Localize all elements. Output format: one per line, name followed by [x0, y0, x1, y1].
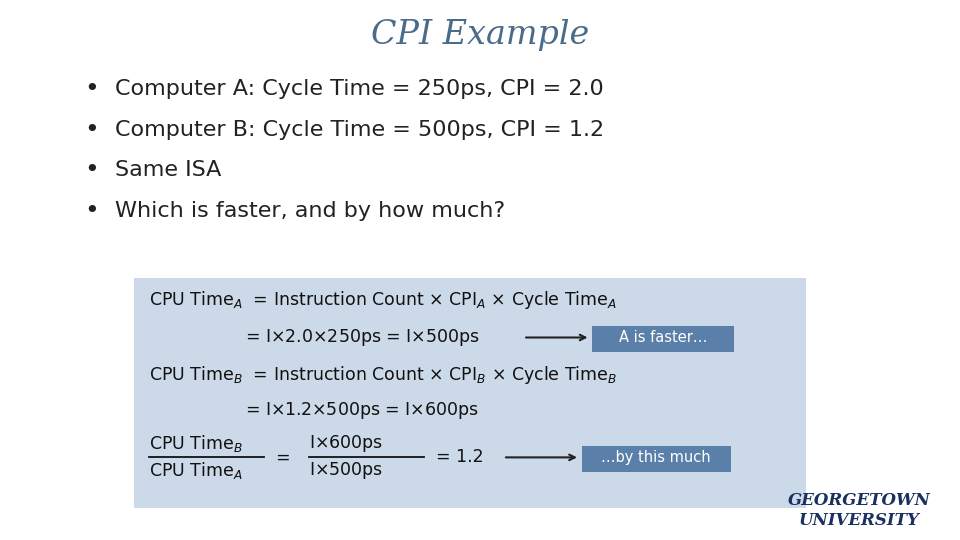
Text: I$\times$600ps: I$\times$600ps — [309, 434, 383, 454]
Text: •: • — [84, 158, 99, 182]
Text: CPI Example: CPI Example — [371, 19, 589, 51]
Text: CPU Time$_B$  = Instruction Count $\times$ CPI$_B$ $\times$ Cycle Time$_B$: CPU Time$_B$ = Instruction Count $\times… — [149, 364, 616, 386]
Text: = I$\times$1.2$\times$500ps = I$\times$600ps: = I$\times$1.2$\times$500ps = I$\times$6… — [245, 400, 479, 421]
FancyBboxPatch shape — [134, 278, 806, 508]
Text: Same ISA: Same ISA — [115, 160, 222, 180]
FancyBboxPatch shape — [582, 446, 731, 472]
Text: CPU Time$_B$: CPU Time$_B$ — [149, 434, 243, 454]
Text: •: • — [84, 199, 99, 222]
Text: •: • — [84, 77, 99, 101]
Text: …by this much: …by this much — [601, 450, 711, 465]
Text: Computer B: Cycle Time = 500ps, CPI = 1.2: Computer B: Cycle Time = 500ps, CPI = 1.… — [115, 119, 605, 140]
Text: CPU Time$_A$: CPU Time$_A$ — [149, 461, 242, 481]
Text: =: = — [276, 448, 290, 467]
Text: GEORGETOWN
UNIVERSITY: GEORGETOWN UNIVERSITY — [788, 492, 930, 529]
Text: CPU Time$_A$  = Instruction Count $\times$ CPI$_A$ $\times$ Cycle Time$_A$: CPU Time$_A$ = Instruction Count $\times… — [149, 289, 616, 310]
Text: = 1.2: = 1.2 — [436, 448, 484, 467]
Text: A is faster…: A is faster… — [619, 330, 708, 345]
Text: Computer A: Cycle Time = 250ps, CPI = 2.0: Computer A: Cycle Time = 250ps, CPI = 2.… — [115, 79, 604, 99]
Text: Which is faster, and by how much?: Which is faster, and by how much? — [115, 200, 505, 221]
FancyBboxPatch shape — [592, 326, 734, 352]
Text: •: • — [84, 118, 99, 141]
Text: I$\times$500ps: I$\times$500ps — [309, 461, 383, 481]
Text: = I$\times$2.0$\times$250ps = I$\times$500ps: = I$\times$2.0$\times$250ps = I$\times$5… — [245, 327, 480, 348]
